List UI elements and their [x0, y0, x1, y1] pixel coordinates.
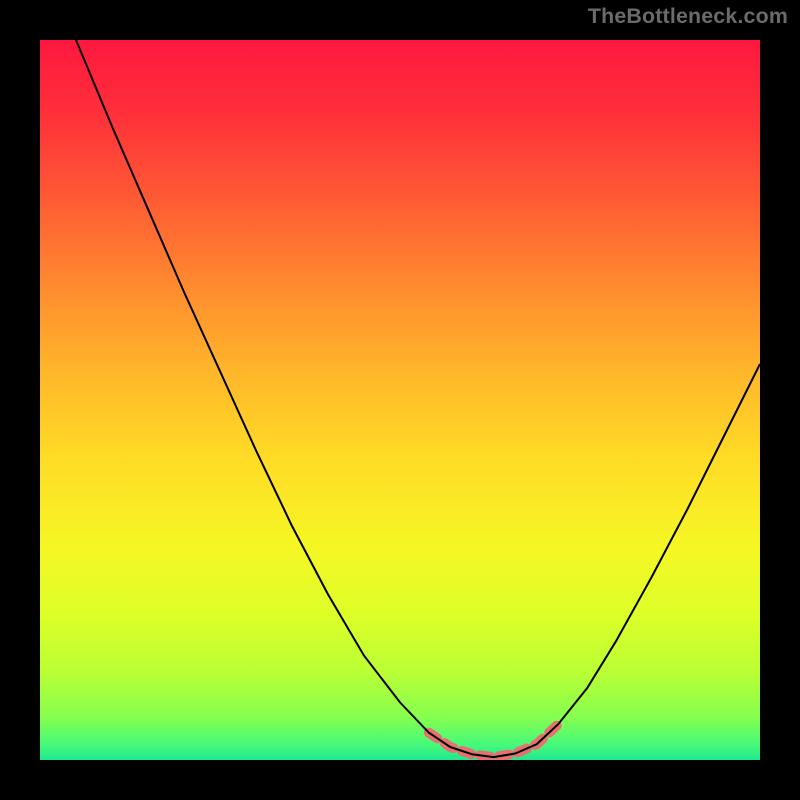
plot-background: [40, 40, 760, 760]
chart-frame: TheBottleneck.com: [0, 0, 800, 800]
watermark-text: TheBottleneck.com: [588, 4, 788, 29]
plot-area: [40, 40, 760, 760]
plot-svg: [40, 40, 760, 760]
